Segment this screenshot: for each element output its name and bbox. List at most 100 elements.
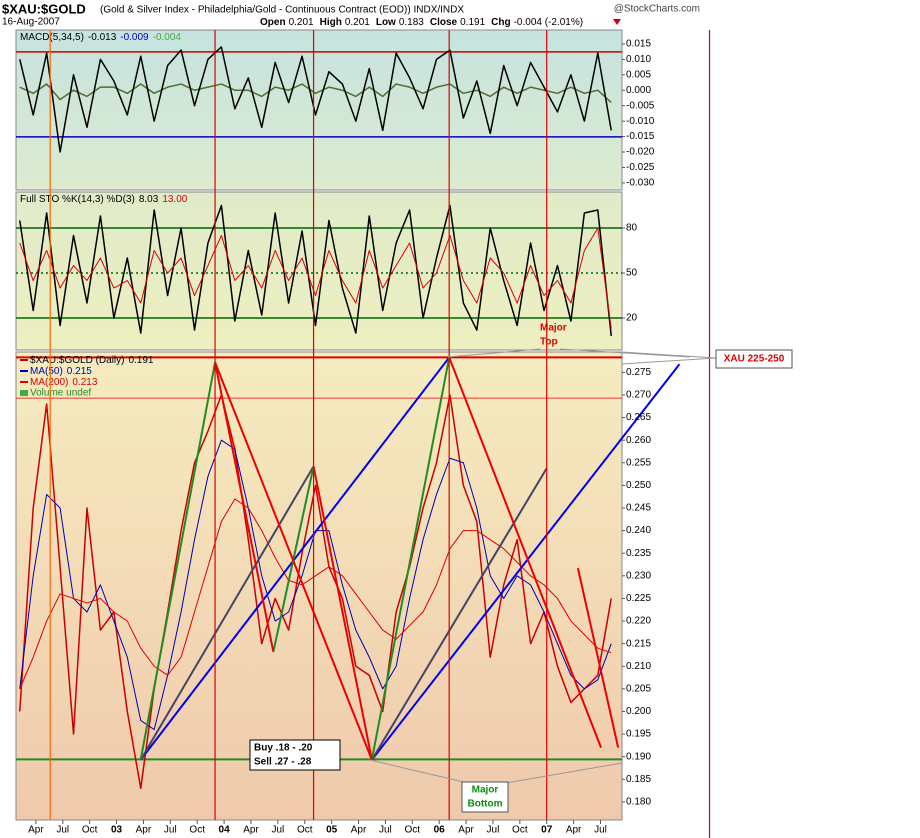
down-arrow [613, 19, 621, 25]
y-tick-label: -0.020 [626, 147, 655, 158]
x-tick-label: Apr [136, 825, 152, 836]
legend-title: Full STO %K(14,3) %D(3) [20, 194, 135, 205]
series-line [19, 498, 612, 690]
quote-value: 0.183 [399, 17, 424, 28]
y-tick-label: 0.255 [626, 457, 651, 468]
x-tick-label: 06 [434, 825, 446, 836]
description: (Gold & Silver Index - Philadelphia/Gold… [100, 5, 464, 16]
macd-panel [15, 29, 623, 191]
symbol: $XAU:$GOLD [2, 1, 86, 16]
x-tick-label: Apr [351, 825, 367, 836]
x-tick-label: Oct [82, 825, 98, 836]
x-tick-label: Oct [512, 825, 528, 836]
trend-line [576, 567, 620, 748]
x-tick-label: Jul [379, 825, 392, 836]
legend-name: MA(200) [30, 377, 68, 388]
legend-value: 0.215 [67, 366, 92, 377]
callouts [249, 348, 793, 813]
panel-layer [16, 204, 622, 337]
panel-layer [16, 46, 622, 153]
series-line [19, 204, 612, 337]
y-tick-label: 0.275 [626, 367, 651, 378]
y-tick-label: 0.005 [626, 69, 651, 80]
sto-panel [15, 191, 623, 351]
legend-value: 0.213 [72, 377, 97, 388]
y-tick-label: -0.015 [626, 131, 655, 142]
y-tick-label: -0.010 [626, 116, 655, 127]
legend-entry: $XAU:$GOLD (Daily) 0.191 [30, 355, 154, 366]
y-tick-label: 0.180 [626, 797, 651, 808]
x-tick-label: Apr [243, 825, 259, 836]
series-line [19, 394, 612, 790]
legend-name: MA(50) [30, 366, 63, 377]
y-tick-label: 0.190 [626, 751, 651, 762]
y-tick-label: 0.250 [626, 480, 651, 491]
quote-label: Low [376, 17, 396, 28]
legend-title: MACD(5,34,5) [20, 32, 84, 43]
annotation: Major [472, 785, 499, 796]
trend-line [370, 467, 548, 761]
trend-line [139, 356, 450, 761]
source: @StockCharts.com [614, 4, 700, 15]
quote-value: 0.191 [460, 17, 485, 28]
trend-line [370, 357, 451, 761]
annotation: Major [540, 323, 567, 334]
quote: Open 0.201 High 0.201 Low 0.183 Close 0.191 Chg -… [260, 17, 583, 28]
legend-value: 13.00 [162, 194, 187, 205]
x-tick-label: Jul [487, 825, 500, 836]
y-tick-label: 0.270 [626, 390, 651, 401]
y-tick-label: 0.015 [626, 39, 651, 50]
y-tick-label: 0.225 [626, 593, 651, 604]
annotation: Sell .27 - .28 [254, 757, 312, 768]
y-tick-label: 0.010 [626, 54, 651, 65]
x-tick-label: 03 [111, 825, 123, 836]
annotation: XAU 225-250 [724, 354, 785, 365]
trend-line [312, 466, 373, 761]
legend-entry: MA(200) 0.213 [30, 377, 98, 388]
legend-value: 8.03 [139, 194, 159, 205]
y-tick-label: 0.200 [626, 706, 651, 717]
y-tick-label: 0.265 [626, 412, 651, 423]
legend-value: -0.013 [88, 32, 117, 43]
annotation: Buy .18 - .20 [254, 743, 313, 754]
legend-entry: MA(50) 0.215 [30, 366, 92, 377]
x-tick-label: Apr [28, 825, 44, 836]
series-line [19, 46, 612, 153]
x-tick-label: Jul [594, 825, 607, 836]
y-tick-label: 50 [626, 268, 638, 279]
y-tick-label: 80 [626, 223, 638, 234]
x-tick-label: Oct [189, 825, 205, 836]
date: 16-Aug-2007 [2, 17, 60, 28]
trend-line [214, 362, 275, 652]
y-tick-label: 0.235 [626, 548, 651, 559]
y-tick-label: -0.030 [626, 178, 655, 189]
x-tick-label: Oct [297, 825, 313, 836]
legend: Full STO %K(14,3) %D(3) 8.03 13.00 [20, 194, 188, 205]
quote-label: Open [260, 17, 286, 28]
x-tick-label: 04 [219, 825, 231, 836]
y-tick-label: 0.195 [626, 729, 651, 740]
y-tick-label: -0.025 [626, 162, 655, 173]
y-tick-label: 0.240 [626, 525, 651, 536]
x-tick-label: Jul [271, 825, 284, 836]
y-tick-label: 0.185 [626, 774, 651, 785]
quote-label: Close [430, 17, 458, 28]
trend-line [214, 362, 373, 761]
trend-line [371, 363, 681, 761]
annotation: Bottom [468, 799, 503, 810]
y-tick-label: 20 [626, 313, 638, 324]
x-tick-label: 07 [541, 825, 553, 836]
y-tick-label: 0.230 [626, 570, 651, 581]
quote-value: 0.201 [289, 17, 314, 28]
quote-label: High [320, 17, 342, 28]
y-tick-label: 0.215 [626, 638, 651, 649]
legend-value: -0.004 [153, 32, 182, 43]
quote-label: Chg [491, 17, 510, 28]
quote-value: -0.004 (-2.01%) [514, 17, 583, 28]
legend-value: 0.191 [128, 355, 153, 366]
y-tick-label: -0.005 [626, 100, 655, 111]
legend-name: $XAU:$GOLD (Daily) [30, 355, 124, 366]
y-tick-label: 0.260 [626, 435, 651, 446]
x-tick-label: Apr [566, 825, 582, 836]
x-tick-label: Jul [164, 825, 177, 836]
